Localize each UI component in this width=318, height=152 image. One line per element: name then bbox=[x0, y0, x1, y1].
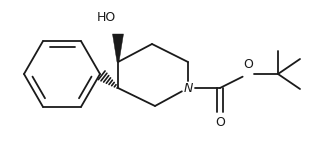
Text: HO: HO bbox=[97, 11, 116, 24]
Text: O: O bbox=[243, 59, 253, 71]
Text: O: O bbox=[215, 116, 225, 128]
Text: N: N bbox=[183, 81, 193, 95]
Polygon shape bbox=[113, 34, 123, 62]
